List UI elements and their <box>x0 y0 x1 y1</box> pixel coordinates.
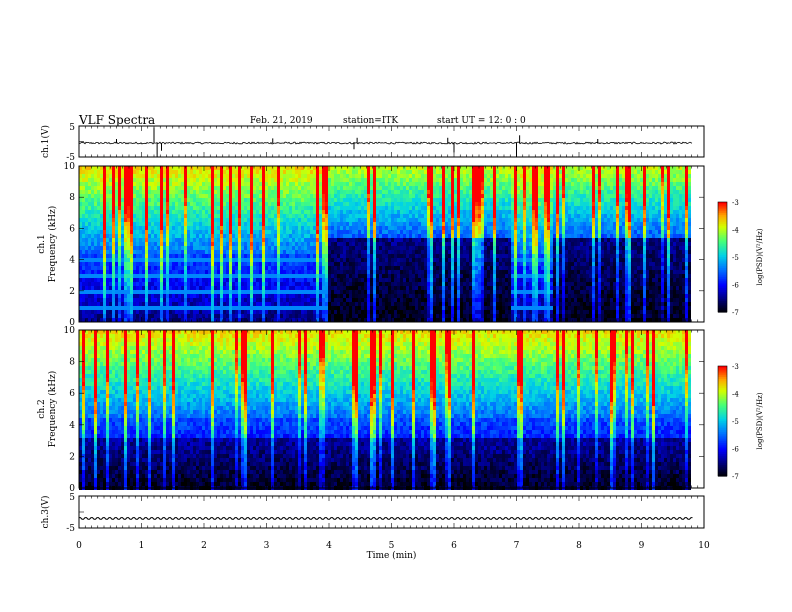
x-tick-label: 3 <box>264 541 270 551</box>
ch2-ytick-label: 0 <box>69 484 75 494</box>
ch2-ytick-label: 4 <box>69 421 75 431</box>
x-tick-label: 7 <box>514 541 520 551</box>
ch3-ytick-label: 5 <box>69 493 75 503</box>
ch1-ytick-label: 10 <box>64 162 76 172</box>
ch1-colorbar-label: log(PSD)(V²/Hz) <box>756 228 764 285</box>
ch1-colorbar <box>717 201 728 313</box>
ch1-ytick-label: 4 <box>69 256 75 266</box>
ch1-ytick-label: 0 <box>69 318 75 328</box>
x-tick-label: 5 <box>389 541 395 551</box>
x-tick-label: 4 <box>326 541 332 551</box>
x-tick-label: 9 <box>639 541 645 551</box>
recording-date: Feb. 21, 2019 <box>250 116 313 126</box>
ch1-ytick-label: 8 <box>69 193 75 203</box>
ch1-ylabel-frequency: Frequency (kHz) <box>47 206 58 283</box>
ch2-colorbar-tick-label: -7 <box>732 473 739 481</box>
ch3-waveform-line <box>79 517 693 520</box>
ch2-colorbar <box>717 365 728 477</box>
chart-title: VLF Spectra <box>79 113 156 127</box>
ch2-ytick-label: 2 <box>69 452 75 462</box>
ch2-ylabel-frequency: Frequency (kHz) <box>47 371 58 448</box>
x-tick-label: 1 <box>139 541 145 551</box>
x-tick-label: 6 <box>451 541 457 551</box>
ch1-colorbar-tick-label: -4 <box>732 227 739 235</box>
ch2-ytick-label: 8 <box>69 358 75 368</box>
ch1-waveform-line <box>78 141 693 145</box>
x-tick-label: 2 <box>201 541 207 551</box>
ch2-ylabel-channel: ch.2 <box>37 399 47 418</box>
x-tick-label: 10 <box>698 541 710 551</box>
ch1-colorbar-tick-label: -3 <box>732 199 739 207</box>
x-tick-label: 0 <box>76 541 82 551</box>
ch1-ytick-label: -5 <box>66 153 75 163</box>
ch3-ytick-label: -5 <box>66 524 75 534</box>
station-label: station=ITK <box>343 116 399 126</box>
ch2-colorbar-tick-label: -3 <box>732 363 739 371</box>
ch2-ytick-label: 6 <box>69 389 75 399</box>
ch1-colorbar-tick-label: -5 <box>732 254 739 262</box>
ch1-colorbar-tick-label: -7 <box>732 309 739 317</box>
start-time-label: start UT = 12: 0 : 0 <box>437 116 526 126</box>
ch3-ylabel: ch.3(V) <box>40 496 51 529</box>
ch2-colorbar-tick-label: -6 <box>732 446 739 454</box>
ch2-colorbar-tick-label: -5 <box>732 418 739 426</box>
ch1-ylabel: ch.1(V) <box>40 125 51 158</box>
ch2-colorbar-label: log(PSD)(V²/Hz) <box>756 392 764 449</box>
ch2-spectrogram <box>79 330 691 490</box>
ch1-ylabel-channel: ch.1 <box>37 234 47 253</box>
ch2-ytick-label: 10 <box>64 326 76 336</box>
ch1-ytick-label: 2 <box>69 287 75 297</box>
x-axis-label: Time (min) <box>367 550 417 561</box>
ch2-colorbar-tick-label: -4 <box>732 391 739 399</box>
x-tick-label: 8 <box>576 541 582 551</box>
ch1-ytick-label: 6 <box>69 224 75 234</box>
ch1-colorbar-tick-label: -6 <box>732 282 739 290</box>
ch1-spectrogram <box>79 166 691 322</box>
ch1-ytick-label: 5 <box>69 123 75 133</box>
